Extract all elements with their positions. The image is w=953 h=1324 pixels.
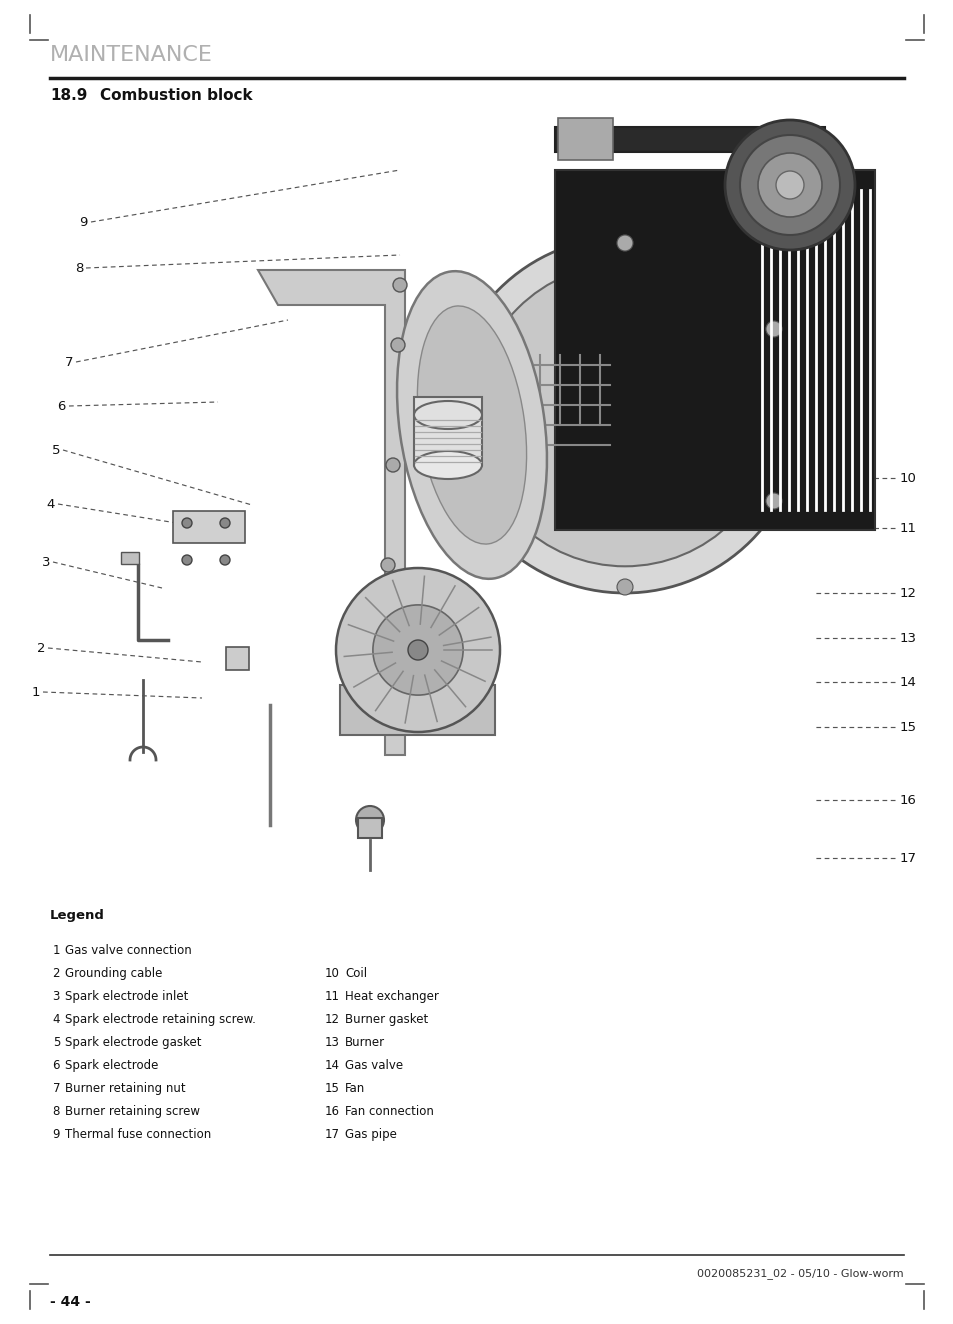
Text: MAINTENANCE: MAINTENANCE bbox=[50, 45, 213, 65]
Text: 4: 4 bbox=[47, 498, 55, 511]
Circle shape bbox=[775, 171, 803, 199]
Text: 15: 15 bbox=[325, 1082, 339, 1095]
Text: 0020085231_02 - 05/10 - Glow-worm: 0020085231_02 - 05/10 - Glow-worm bbox=[697, 1268, 903, 1279]
Circle shape bbox=[373, 605, 462, 695]
Text: 5: 5 bbox=[52, 1035, 60, 1049]
Circle shape bbox=[391, 338, 405, 352]
Circle shape bbox=[408, 639, 428, 659]
Text: Burner retaining nut: Burner retaining nut bbox=[65, 1082, 186, 1095]
Circle shape bbox=[758, 154, 821, 217]
Circle shape bbox=[617, 234, 633, 252]
Text: 12: 12 bbox=[899, 587, 916, 600]
FancyBboxPatch shape bbox=[414, 397, 481, 465]
Circle shape bbox=[724, 120, 854, 250]
Text: 6: 6 bbox=[57, 400, 66, 413]
Text: Heat exchanger: Heat exchanger bbox=[345, 990, 438, 1004]
Text: 12: 12 bbox=[325, 1013, 339, 1026]
Text: 17: 17 bbox=[325, 1128, 339, 1141]
Text: Spark electrode: Spark electrode bbox=[65, 1059, 158, 1072]
Text: 10: 10 bbox=[325, 967, 339, 980]
Text: 9: 9 bbox=[52, 1128, 60, 1141]
Circle shape bbox=[393, 278, 407, 293]
FancyBboxPatch shape bbox=[555, 127, 824, 152]
Polygon shape bbox=[257, 270, 405, 755]
Circle shape bbox=[220, 555, 230, 565]
Text: 9: 9 bbox=[79, 216, 88, 229]
Circle shape bbox=[380, 557, 395, 572]
Text: Grounding cable: Grounding cable bbox=[65, 967, 162, 980]
Circle shape bbox=[765, 493, 781, 508]
Text: 11: 11 bbox=[325, 990, 339, 1004]
Circle shape bbox=[447, 237, 802, 593]
Text: - 44 -: - 44 - bbox=[50, 1295, 91, 1309]
Circle shape bbox=[617, 579, 633, 594]
Text: 1: 1 bbox=[31, 686, 40, 699]
FancyBboxPatch shape bbox=[555, 169, 874, 530]
Text: 2: 2 bbox=[36, 642, 45, 654]
Text: Fan: Fan bbox=[345, 1082, 365, 1095]
Circle shape bbox=[468, 493, 483, 508]
FancyBboxPatch shape bbox=[339, 685, 495, 735]
Text: Thermal fuse connection: Thermal fuse connection bbox=[65, 1128, 211, 1141]
Text: 17: 17 bbox=[899, 851, 916, 865]
Text: 7: 7 bbox=[52, 1082, 60, 1095]
Text: 8: 8 bbox=[52, 1106, 60, 1117]
Text: Burner gasket: Burner gasket bbox=[345, 1013, 428, 1026]
Circle shape bbox=[335, 568, 499, 732]
Text: 16: 16 bbox=[325, 1106, 339, 1117]
Text: Coil: Coil bbox=[345, 967, 367, 980]
Text: Gas pipe: Gas pipe bbox=[345, 1128, 396, 1141]
Circle shape bbox=[182, 555, 192, 565]
Text: Spark electrode gasket: Spark electrode gasket bbox=[65, 1035, 201, 1049]
Text: 14: 14 bbox=[899, 675, 916, 688]
Text: Spark electrode inlet: Spark electrode inlet bbox=[65, 990, 188, 1004]
Text: Gas valve: Gas valve bbox=[345, 1059, 403, 1072]
Circle shape bbox=[740, 135, 840, 234]
Ellipse shape bbox=[414, 451, 481, 479]
Circle shape bbox=[220, 518, 230, 528]
Text: 3: 3 bbox=[52, 990, 60, 1004]
Text: 16: 16 bbox=[899, 793, 916, 806]
Text: Gas valve connection: Gas valve connection bbox=[65, 944, 192, 957]
Text: 7: 7 bbox=[65, 356, 73, 368]
Circle shape bbox=[765, 320, 781, 338]
FancyBboxPatch shape bbox=[558, 118, 613, 160]
Ellipse shape bbox=[396, 271, 546, 579]
Text: 2: 2 bbox=[52, 967, 60, 980]
Text: Fan connection: Fan connection bbox=[345, 1106, 434, 1117]
Text: 1: 1 bbox=[52, 944, 60, 957]
Text: 10: 10 bbox=[899, 471, 916, 485]
Circle shape bbox=[355, 806, 384, 834]
Ellipse shape bbox=[417, 306, 526, 544]
Text: 4: 4 bbox=[52, 1013, 60, 1026]
Circle shape bbox=[474, 263, 776, 567]
Text: Spark electrode retaining screw.: Spark electrode retaining screw. bbox=[65, 1013, 255, 1026]
Text: 18.9: 18.9 bbox=[50, 87, 88, 103]
Text: Burner retaining screw: Burner retaining screw bbox=[65, 1106, 200, 1117]
Circle shape bbox=[386, 458, 399, 471]
Circle shape bbox=[468, 320, 483, 338]
Text: Legend: Legend bbox=[50, 910, 105, 922]
Text: Combustion block: Combustion block bbox=[100, 87, 253, 103]
Text: Burner: Burner bbox=[345, 1035, 385, 1049]
Circle shape bbox=[182, 518, 192, 528]
Text: 13: 13 bbox=[325, 1035, 339, 1049]
FancyBboxPatch shape bbox=[121, 552, 139, 564]
Text: 11: 11 bbox=[899, 522, 916, 535]
Ellipse shape bbox=[414, 401, 481, 429]
FancyBboxPatch shape bbox=[172, 511, 245, 543]
Text: 3: 3 bbox=[42, 556, 50, 568]
Text: 6: 6 bbox=[52, 1059, 60, 1072]
Text: 5: 5 bbox=[51, 444, 60, 457]
FancyBboxPatch shape bbox=[357, 818, 381, 838]
Text: 15: 15 bbox=[899, 720, 916, 733]
Text: 8: 8 bbox=[74, 262, 83, 274]
FancyBboxPatch shape bbox=[226, 647, 249, 670]
Text: 13: 13 bbox=[899, 632, 916, 645]
Text: 14: 14 bbox=[325, 1059, 339, 1072]
